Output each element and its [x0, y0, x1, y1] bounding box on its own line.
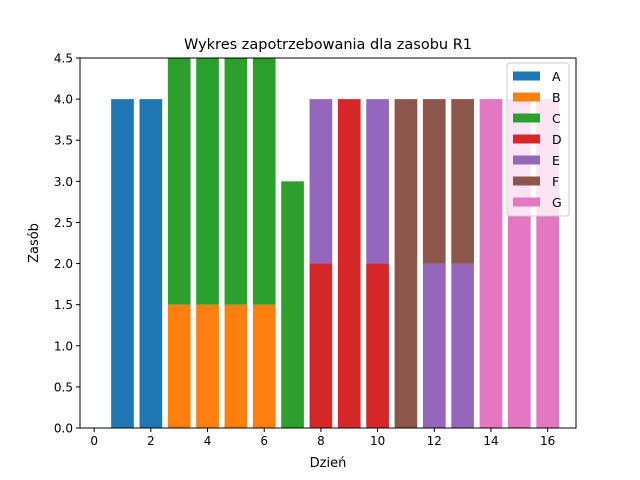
bar-d-day-8 [309, 263, 333, 428]
bar-b-day-3 [167, 304, 191, 428]
bar-e-day-10 [366, 99, 389, 264]
bar-e-day-8 [309, 99, 333, 264]
bar-a-day-2 [139, 99, 163, 428]
y-tick-label: 3.5 [54, 134, 73, 148]
bar-c-day-7 [281, 181, 304, 428]
bar-f-day-12 [422, 99, 446, 264]
x-tick-label: 6 [260, 434, 268, 448]
legend-label-c: C [552, 111, 561, 126]
bar-e-day-12 [422, 263, 446, 428]
bar-c-day-3 [167, 58, 191, 305]
bar-c-day-6 [252, 58, 276, 305]
bar-c-day-4 [196, 58, 219, 305]
chart-title: Wykres zapotrzebowania dla zasobu R1 [184, 37, 472, 53]
bar-a-day-1 [111, 99, 134, 428]
legend-swatch-e [513, 155, 540, 165]
axes-frame [79, 57, 577, 429]
legend-label-d: D [552, 132, 562, 147]
x-tick-label: 2 [147, 434, 155, 448]
y-tick-label: 2.5 [54, 216, 73, 230]
legend-label-f: F [552, 174, 559, 189]
x-tick-label: 10 [370, 434, 385, 448]
y-tick-label: 4.0 [54, 93, 73, 107]
axes-layer: 0 2 4 6 8 10 12 14 16 0.0 0.5 1.0 1.5 2.0 2.5 3.0 3.5 4.0… [54, 52, 577, 448]
bar-b-day-5 [224, 304, 248, 428]
y-tick-label: 2.0 [54, 257, 73, 271]
y-tick-label: 3.0 [54, 175, 73, 189]
bar-g-day-14 [479, 99, 503, 428]
y-tick-label: 4.5 [54, 52, 73, 66]
bar-b-day-6 [252, 304, 276, 428]
legend-label-e: E [552, 153, 560, 168]
legend-label-b: B [552, 90, 561, 105]
x-tick-label: 14 [483, 434, 498, 448]
legend-swatch-b [513, 92, 540, 102]
legend-swatch-d [513, 134, 540, 144]
x-tick-label: 0 [90, 434, 98, 448]
legend-swatch-f [513, 176, 540, 186]
x-tick-label: 8 [317, 434, 325, 448]
legend-label-a: A [552, 69, 561, 84]
legend-swatch-g [513, 197, 540, 207]
x-axis-label: Dzień [310, 456, 347, 471]
bar-e-day-13 [451, 263, 474, 428]
x-tick-label: 16 [540, 434, 555, 448]
bar-b-day-4 [196, 304, 219, 428]
y-tick-label: 1.5 [54, 298, 73, 312]
bar-d-day-10 [366, 263, 389, 428]
legend-label-g: G [552, 195, 562, 210]
y-tick-label: 1.0 [54, 339, 73, 353]
y-tick-label: 0.0 [54, 422, 73, 436]
x-tick-label: 4 [204, 434, 212, 448]
legend-swatch-a [513, 71, 540, 81]
legend-swatch-c [513, 113, 540, 123]
x-tick-label: 12 [427, 434, 442, 448]
bar-f-day-11 [394, 99, 418, 428]
bar-f-day-13 [451, 99, 474, 264]
bar-c-day-5 [224, 58, 248, 305]
bar-d-day-9 [337, 99, 361, 428]
y-axis-label: Zasób [27, 223, 42, 263]
y-tick-label: 0.5 [54, 380, 73, 394]
